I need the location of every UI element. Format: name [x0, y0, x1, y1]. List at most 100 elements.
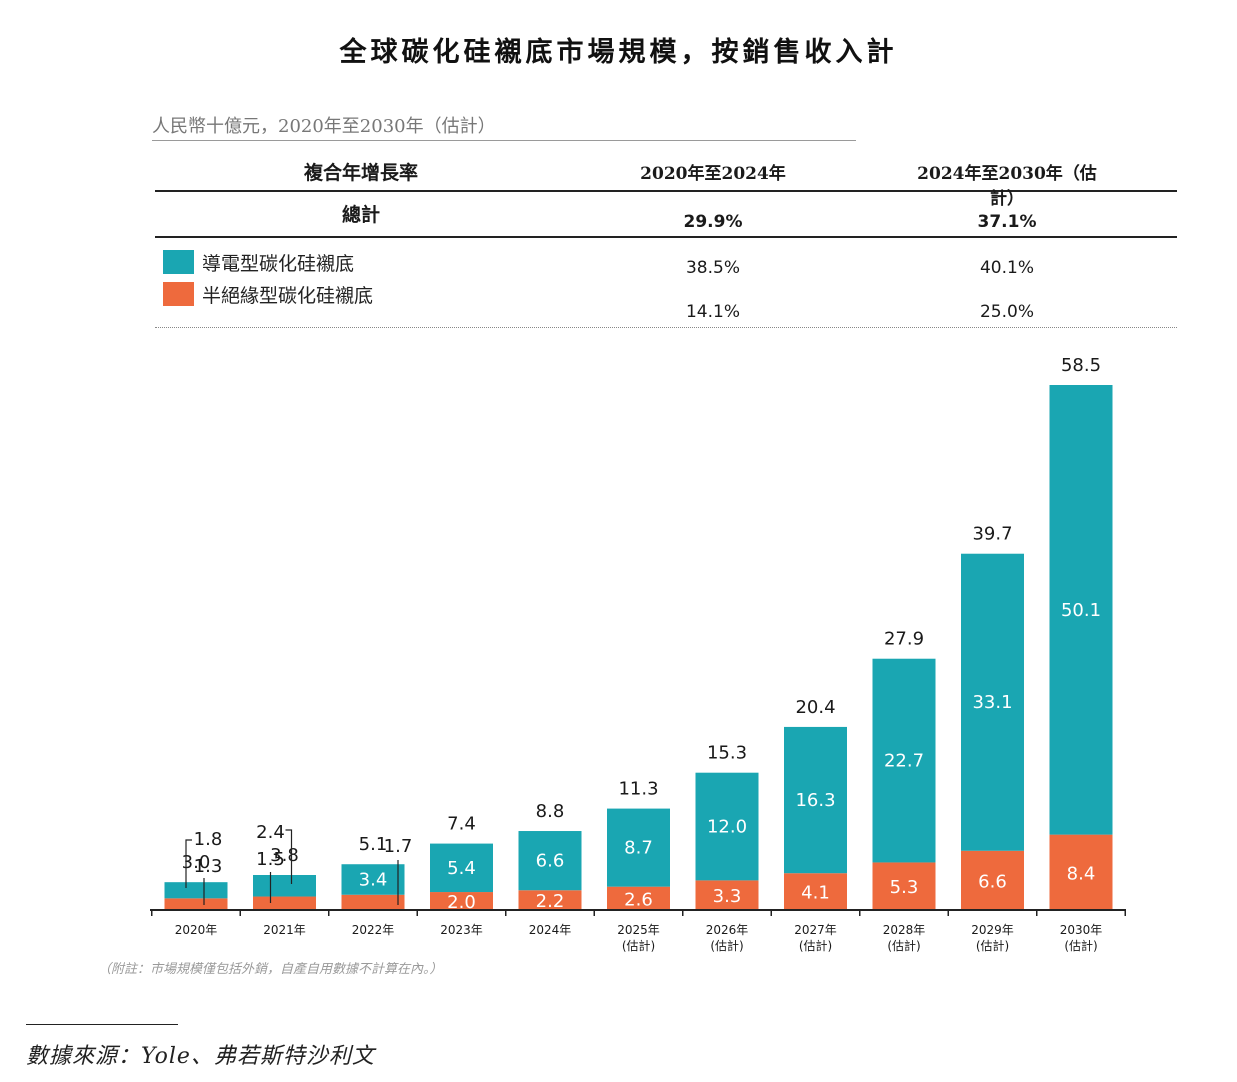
x-tick-sub-9: (估計) — [976, 938, 1009, 953]
bar-semi-7 — [784, 873, 847, 910]
bar-semi-0 — [164, 898, 228, 910]
bar-cond-9 — [961, 553, 1024, 851]
cond-label-5: 8.7 — [624, 838, 653, 859]
cagr-header-period1: 2020年至2024年 — [640, 164, 786, 184]
semi-label-10: 8.4 — [1067, 863, 1096, 884]
bar-semi-6 — [695, 880, 759, 910]
x-tick-label-7: 2027年 — [794, 923, 837, 937]
legend-swatch-conductive — [163, 250, 194, 274]
total-label-10: 58.5 — [1061, 355, 1101, 376]
cagr-header-row: 複合年增長率 2020年至2024年 2024年至2030年（估計） — [155, 152, 1177, 209]
bar-semi-10 — [1049, 834, 1113, 910]
cagr-total-period1: 29.9% — [683, 212, 743, 232]
bar-semi-2 — [341, 894, 405, 910]
x-tick-label-3: 2023年 — [440, 923, 483, 937]
bar-semi-3 — [430, 892, 493, 910]
bar-cond-3 — [430, 843, 493, 893]
cagr-total-label: 總計 — [341, 204, 380, 226]
bar-cond-8 — [872, 658, 936, 863]
cagr-semi-row: 半絕緣型碳化硅襯底 14.1% 25.0% — [155, 282, 1177, 328]
cagr-header-label: 複合年增長率 — [303, 162, 418, 184]
cagr-header-period2: 2024年至2030年（估計） — [917, 164, 1097, 209]
cond-label-8: 22.7 — [884, 751, 924, 772]
cond-label-6: 12.0 — [707, 817, 747, 838]
legend-label-conductive: 導電型碳化硅襯底 — [202, 252, 355, 275]
x-tick-sub-5: (估計) — [622, 938, 655, 953]
bar-cond-1 — [253, 875, 316, 897]
cagr-total-period2: 37.1% — [977, 212, 1037, 232]
x-tick-label-9: 2029年 — [971, 923, 1014, 937]
bar-cond-10 — [1049, 385, 1113, 835]
leader-cond-1 — [285, 829, 293, 884]
semi-label-7: 4.1 — [801, 883, 830, 904]
cagr-conductive-period2: 40.1% — [979, 258, 1034, 278]
semi-label-9: 6.6 — [978, 871, 1007, 892]
semi-label-4: 2.2 — [536, 891, 565, 912]
cond-label-0: 1.8 — [194, 829, 223, 850]
bar-cond-6 — [695, 772, 759, 881]
cond-label-4: 6.6 — [536, 851, 565, 872]
total-label-5: 11.3 — [618, 779, 658, 800]
x-tick-label-10: 2030年 — [1060, 923, 1103, 937]
cagr-semi-period2: 25.0% — [979, 302, 1034, 322]
bar-semi-4 — [518, 890, 582, 910]
bar-cond-5 — [607, 808, 670, 887]
total-label-7: 20.4 — [795, 697, 835, 718]
cond-label-7: 16.3 — [795, 790, 835, 811]
semi-label-1: 1.5 — [256, 849, 285, 870]
cagr-semi-period1: 14.1% — [685, 302, 740, 322]
cond-label-2: 3.4 — [359, 869, 388, 890]
semi-label-5: 2.6 — [624, 889, 653, 910]
cagr-conductive-period1: 38.5% — [685, 258, 740, 278]
bar-cond-4 — [518, 831, 582, 891]
total-label-2: 5.1 — [359, 834, 388, 855]
cagr-conductive-row: 導電型碳化硅襯底 38.5% 40.1% — [155, 238, 1177, 282]
semi-label-8: 5.3 — [890, 877, 919, 898]
bar-semi-5 — [607, 886, 670, 910]
footnote: （附註：市場規模僅包括外銷，自產自用數據不計算在內。） — [98, 962, 443, 977]
cagr-table: 複合年增長率 2020年至2024年 2024年至2030年（估計） 總計 29… — [155, 152, 1177, 328]
x-tick-label-5: 2025年 — [617, 923, 660, 937]
bar-semi-9 — [961, 850, 1024, 910]
leader-cond-0 — [185, 839, 192, 888]
bar-semi-8 — [872, 862, 936, 910]
legend-conductive: 導電型碳化硅襯底 — [163, 250, 355, 275]
chart-title: 全球碳化硅襯底市場規模，按銷售收入計 — [339, 37, 898, 68]
source-text: 數據來源：Yole、弗若斯特沙利文 — [26, 1044, 375, 1069]
x-tick-sub-6: (估計) — [710, 938, 743, 953]
cond-label-9: 33.1 — [972, 692, 1012, 713]
cond-label-1: 2.4 — [256, 822, 285, 843]
cond-label-3: 5.4 — [447, 858, 476, 879]
x-tick-label-6: 2026年 — [706, 923, 749, 937]
x-tick-label-8: 2028年 — [883, 923, 926, 937]
semi-label-2: 1.7 — [384, 836, 413, 857]
total-label-3: 7.4 — [447, 814, 476, 835]
legend-semi: 半絕緣型碳化硅襯底 — [163, 282, 374, 307]
x-tick-label-4: 2024年 — [529, 923, 572, 937]
semi-label-0: 1.3 — [194, 856, 223, 877]
unit-label: 人民幣十億元，2020年至2030年（估計） — [152, 112, 856, 141]
cond-label-10: 50.1 — [1061, 600, 1101, 621]
x-tick-sub-7: (估計) — [799, 938, 832, 953]
bar-cond-2 — [341, 864, 405, 895]
semi-label-6: 3.3 — [713, 886, 742, 907]
semi-label-3: 2.0 — [447, 892, 476, 913]
x-tick-label-2: 2022年 — [352, 923, 395, 937]
total-label-9: 39.7 — [972, 524, 1012, 545]
x-tick-sub-8: (估計) — [887, 938, 920, 953]
x-tick-label-1: 2021年 — [263, 923, 306, 937]
bar-cond-7 — [784, 726, 847, 874]
legend-label-semi: 半絕緣型碳化硅襯底 — [202, 284, 374, 307]
source-rule — [26, 1024, 178, 1025]
total-label-4: 8.8 — [536, 801, 565, 822]
cagr-total-row: 總計 29.9% 37.1% — [155, 192, 1177, 238]
bar-semi-1 — [253, 896, 316, 910]
x-tick-sub-10: (估計) — [1064, 938, 1097, 953]
legend-swatch-semi — [163, 282, 194, 306]
total-label-6: 15.3 — [707, 743, 747, 764]
total-label-0: 3.0 — [182, 852, 211, 873]
x-tick-label-0: 2020年 — [175, 923, 218, 937]
bar-cond-0 — [164, 882, 228, 899]
total-label-8: 27.9 — [884, 629, 924, 650]
